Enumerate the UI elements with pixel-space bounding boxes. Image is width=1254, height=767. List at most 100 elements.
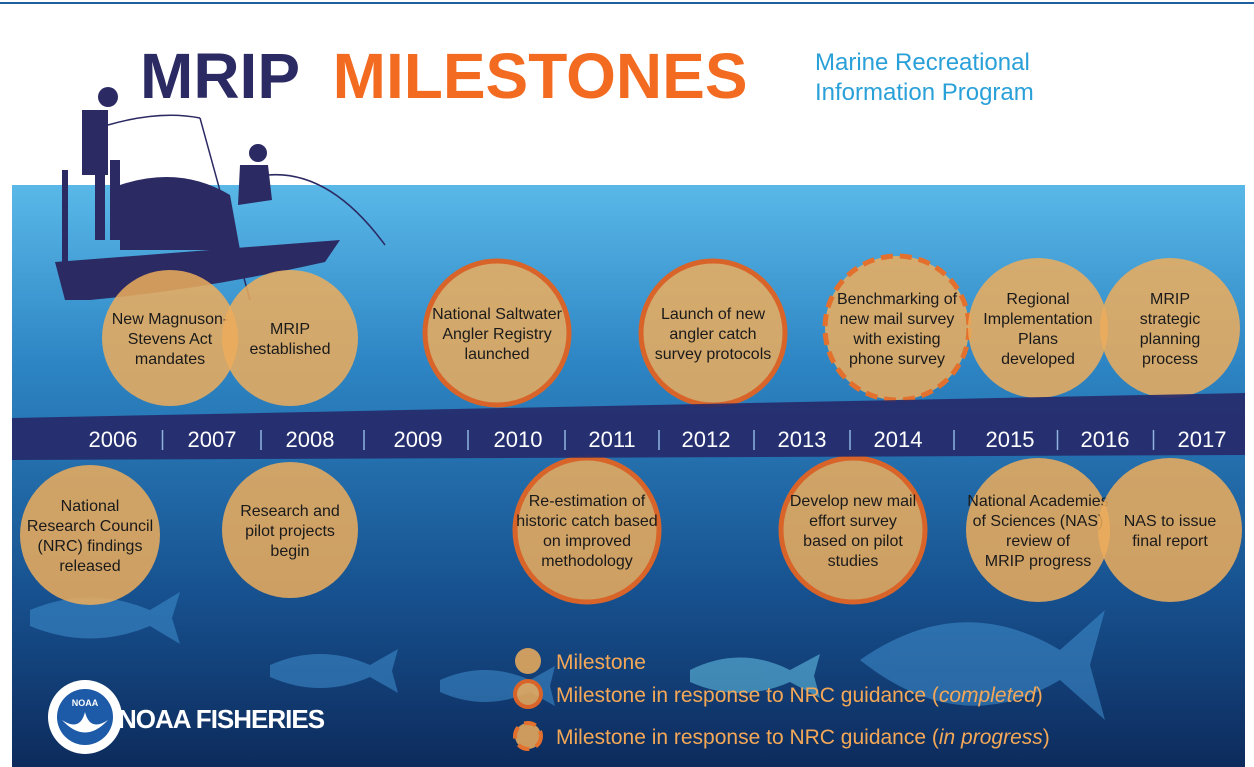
infographic: MRIP MILESTONES Marine Recreational Info… bbox=[0, 0, 1254, 767]
year-label: 2013 bbox=[778, 427, 827, 452]
year-label: 2007 bbox=[188, 427, 237, 452]
milestone: National Academies of Sciences (NAS) revie… bbox=[966, 458, 1110, 602]
milestone-line: NAS to issue bbox=[1124, 513, 1217, 530]
year-label: 2011 bbox=[588, 427, 635, 452]
legend-swatch bbox=[515, 648, 541, 674]
milestone-line: with existing bbox=[852, 331, 940, 348]
milestone-line: Research Council bbox=[27, 518, 153, 535]
milestone-line: studies bbox=[828, 553, 879, 570]
year-label: 2009 bbox=[394, 427, 443, 452]
year-label: 2006 bbox=[89, 427, 138, 452]
milestone-line: developed bbox=[1001, 351, 1075, 368]
legend-label-part: Milestone in response to NRC guidance ( bbox=[556, 726, 939, 749]
milestone-line: methodology bbox=[541, 553, 633, 570]
year-label: 2017 bbox=[1178, 427, 1227, 452]
milestone-line: MRIP bbox=[1150, 291, 1190, 308]
milestone: New Magnuson- Stevens Act mandates bbox=[102, 270, 238, 406]
title-part: MRIP bbox=[140, 40, 299, 112]
year-label: 2015 bbox=[986, 427, 1035, 452]
year-label: 2010 bbox=[494, 427, 543, 452]
milestone-line: survey protocols bbox=[655, 346, 772, 363]
milestone-circle bbox=[222, 270, 358, 406]
milestone: Research and pilot projects begin bbox=[222, 462, 358, 598]
milestone-line: Stevens Act bbox=[128, 331, 213, 348]
milestone-line: review of bbox=[1006, 533, 1071, 550]
milestone-circle bbox=[20, 465, 160, 605]
legend-label-part: ) bbox=[1043, 726, 1050, 749]
milestone-line: New Magnuson- bbox=[112, 311, 229, 328]
legend-label: Milestone in response to NRC guidance (i… bbox=[556, 726, 1050, 749]
milestone-line: Plans bbox=[1018, 331, 1058, 348]
milestone-line: National bbox=[61, 498, 120, 515]
year-label: 2014 bbox=[874, 427, 923, 452]
milestone-line: on improved bbox=[543, 533, 631, 550]
year-label: 2008 bbox=[286, 427, 335, 452]
milestone-line: (NRC) findings bbox=[38, 538, 143, 555]
subtitle: Marine Recreational bbox=[815, 49, 1030, 76]
legend-label-part: Milestone bbox=[556, 651, 646, 674]
milestone: Launch of new angler catch survey protocol… bbox=[641, 261, 785, 405]
milestone-line: strategic bbox=[1140, 311, 1200, 328]
legend-label-part: completed bbox=[939, 684, 1037, 707]
milestone: Benchmarking of new mail survey with exist… bbox=[825, 256, 969, 400]
milestone-line: Research and bbox=[240, 503, 340, 520]
milestone-line: final report bbox=[1132, 533, 1208, 550]
year-label: 2012 bbox=[682, 427, 731, 452]
logo-emblem: NOAA bbox=[72, 698, 99, 708]
milestone-line: Launch of new bbox=[661, 306, 766, 323]
milestone: Develop new mail effort survey based on pi… bbox=[781, 458, 925, 602]
milestone: NAS to issue final report bbox=[1098, 458, 1242, 602]
milestone-line: begin bbox=[270, 543, 309, 560]
milestone-line: based on pilot bbox=[803, 533, 903, 550]
milestone-line: MRIP progress bbox=[985, 553, 1091, 570]
milestone-line: phone survey bbox=[849, 351, 945, 368]
milestone-line: pilot projects bbox=[245, 523, 335, 540]
legend-label-part: in progress bbox=[939, 726, 1043, 749]
milestone-circle bbox=[1100, 258, 1240, 398]
milestone-text: Launch of new angler catch survey protocol… bbox=[655, 306, 772, 363]
milestone: Re-estimation of historic catch based on i… bbox=[515, 458, 659, 602]
milestone-line: National Saltwater bbox=[432, 306, 563, 323]
milestone-circle bbox=[1098, 458, 1242, 602]
milestone-line: planning bbox=[1140, 331, 1201, 348]
milestone-line: National Academies bbox=[967, 493, 1108, 510]
milestone-line: launched bbox=[465, 346, 530, 363]
milestone: MRIP established bbox=[222, 270, 358, 406]
milestone-line: Benchmarking of bbox=[837, 291, 958, 308]
milestone-circle bbox=[825, 256, 969, 400]
year-label: 2016 bbox=[1081, 427, 1130, 452]
title-part: MILESTONES bbox=[333, 40, 748, 112]
milestone-circle bbox=[968, 258, 1108, 398]
milestone-line: mandates bbox=[135, 351, 205, 368]
title: MRIP MILESTONES bbox=[140, 40, 748, 112]
milestone-line: Implementation bbox=[983, 311, 1092, 328]
milestone-line: new mail survey bbox=[840, 311, 955, 328]
milestone: National Saltwater Angler Registry launche… bbox=[425, 261, 569, 405]
milestone-circle bbox=[515, 458, 659, 602]
legend-label: Milestone in response to NRC guidance (c… bbox=[556, 684, 1043, 707]
legend-swatch bbox=[515, 723, 541, 749]
milestone-circle bbox=[781, 458, 925, 602]
milestone-circle bbox=[966, 458, 1110, 602]
milestone: Regional Implementation Plans developed bbox=[968, 258, 1108, 398]
milestone: MRIP strategic planning process bbox=[1100, 258, 1240, 398]
legend-label-part: ) bbox=[1036, 684, 1043, 707]
milestone: National Research Council (NRC) findings re… bbox=[20, 465, 160, 605]
legend-swatch bbox=[515, 681, 541, 707]
milestone-line: historic catch based bbox=[516, 513, 657, 530]
milestone-line: released bbox=[59, 558, 120, 575]
milestone-line: angler catch bbox=[669, 326, 756, 343]
milestone-line: process bbox=[1142, 351, 1198, 368]
milestone-line: effort survey bbox=[809, 513, 897, 530]
milestone-line: Re-estimation of bbox=[529, 493, 646, 510]
milestone-line: Angler Registry bbox=[442, 326, 551, 343]
logo-name: NOAA FISHERIES bbox=[118, 704, 325, 734]
milestone-line: MRIP bbox=[270, 321, 310, 338]
legend-label-part: Milestone in response to NRC guidance ( bbox=[556, 684, 939, 707]
milestone-line: Regional bbox=[1006, 291, 1069, 308]
milestone-line: of Sciences (NAS) bbox=[973, 513, 1104, 530]
subtitle: Information Program bbox=[815, 79, 1034, 106]
milestone-line: established bbox=[250, 341, 331, 358]
milestone-line: Develop new mail bbox=[790, 493, 916, 510]
legend-label: Milestone bbox=[556, 651, 646, 674]
